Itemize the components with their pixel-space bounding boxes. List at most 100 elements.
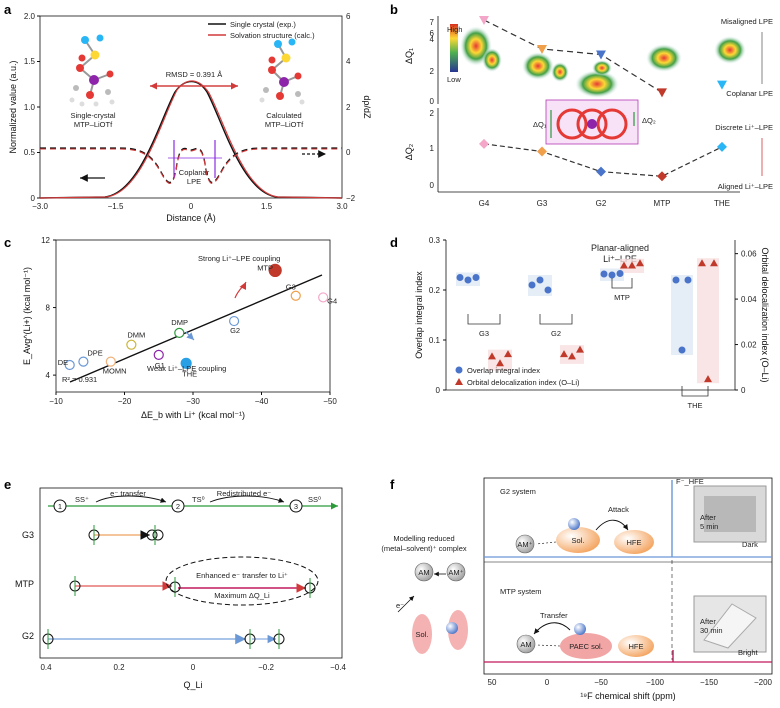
tick: 1.5: [24, 57, 36, 66]
x-tick-label: −10: [49, 397, 63, 406]
model-label-1: Modelling reduced: [393, 534, 454, 543]
tick: 50: [488, 678, 497, 687]
mtp-paec: PAEC sol.: [569, 642, 603, 651]
panel-d-yticks: 0 0.1 0.2 0.3 0 0.02 0.04 0.06: [429, 236, 757, 395]
group-bracket: [467, 314, 501, 325]
tick: −0.4: [330, 663, 346, 672]
point-MOMN: [105, 356, 116, 367]
row-g2: G2: [22, 631, 34, 641]
g2-hfe: HFE: [627, 538, 642, 547]
y-tick-label: 0.02: [741, 341, 757, 350]
overlap-point: [464, 276, 472, 284]
category-label: THE: [714, 199, 730, 208]
panel-a: a 0 0.5 1.0 1.5 2.0 −2 0 2 4 6 −3.0 −1.5…: [4, 2, 372, 223]
molecule-left: Single-crystal MTP–LiOTf: [69, 34, 116, 129]
group-label: G2: [551, 329, 561, 338]
y-tick-label: 0.04: [741, 295, 757, 304]
panel-c-ylabel: E_Avg^(Li+) (kcal mol⁻¹): [22, 267, 32, 365]
r2: R² = 0.931: [62, 375, 97, 384]
legend-calc: Solvation structure (calc.): [230, 31, 315, 40]
tick: −3.0: [32, 202, 48, 211]
panel-b-ylabel-bottom: ΔQ₂: [404, 143, 414, 160]
colorbar-high: High: [447, 25, 462, 34]
panel-b-categories: G4 G3 G2 MTP THE: [479, 199, 730, 208]
spectrum-frame: [483, 477, 773, 675]
category-label: G3: [537, 199, 548, 208]
tick: 4: [346, 57, 351, 66]
orbital-point: [636, 259, 644, 267]
group-bracket: [681, 386, 709, 397]
overlap-point: [684, 276, 692, 284]
series-dq1-line: [483, 19, 663, 93]
point-label: THE: [182, 369, 197, 378]
panel-a-ylabel-left: Normalized value (a.u.): [8, 60, 18, 153]
step-num-3: 3: [294, 502, 298, 511]
step-num-1: 1: [58, 502, 62, 511]
orbital-point: [568, 352, 576, 360]
step-e-transfer: e⁻ transfer: [110, 489, 146, 498]
group-bracket: [611, 278, 633, 289]
category-label: G2: [596, 199, 607, 208]
overlap-point: [528, 281, 536, 289]
inset-alignment: ΔQ₁ ΔQ₂: [533, 99, 656, 145]
panel-d-marks: G3 G2 MTP THE: [456, 258, 719, 410]
panel-d-title-1: Planar-aligned: [591, 243, 649, 253]
orbital-point: [488, 352, 496, 360]
point-label: DMP: [171, 318, 188, 327]
step-ss0: SS⁰: [308, 495, 321, 504]
tick: 0: [430, 181, 435, 190]
arc-redistribute: [209, 495, 285, 503]
density-maps: [460, 26, 746, 98]
curve-calc: [39, 80, 343, 199]
panel-a-label: a: [4, 2, 12, 17]
overlap-point: [472, 274, 480, 281]
g2-after-2: 5 min: [700, 522, 718, 531]
g2-sol: Sol.: [572, 536, 585, 545]
tick: 0: [189, 202, 194, 211]
tick: −0.2: [258, 663, 274, 672]
tick: 1.5: [261, 202, 273, 211]
mtp-state: Bright: [738, 648, 759, 657]
panel-c-xlabel: ΔE_b with Li⁺ (kcal mol⁻¹): [141, 410, 245, 420]
overlap-point: [600, 270, 608, 278]
group-label: THE: [688, 401, 703, 410]
tick: 0.5: [24, 148, 36, 157]
overlap-point: [608, 271, 616, 279]
panel-f-xlabel: ¹⁹F chemical shift (ppm): [580, 691, 675, 701]
panel-d-legend: Overlap integral index Orbital delocaliz…: [455, 366, 580, 387]
row-mtp: MTP: [15, 579, 34, 589]
category-label: G4: [479, 199, 490, 208]
point-G4: [318, 292, 329, 303]
panel-e-label: e: [4, 477, 11, 492]
tick: −200: [754, 678, 773, 687]
y-tick-label: 0: [741, 386, 746, 395]
point-label: DMM: [127, 331, 145, 340]
label-aligned: Aligned Li⁺–LPE: [718, 182, 773, 191]
colorbar: [450, 24, 458, 72]
arc-transfer: [95, 495, 167, 503]
tick: 1.0: [24, 103, 36, 112]
model-e-minus: e⁻: [396, 601, 404, 610]
strong-coupling: Strong Li⁺–LPE coupling: [198, 254, 280, 263]
dq1-point: [657, 88, 667, 98]
mtp-hfe: HFE: [629, 642, 644, 651]
panel-d: d 0 0.1 0.2 0.3 0 0.02 0.04 0.06 Overlap integr…: [390, 235, 770, 410]
point-label: G4: [327, 296, 337, 305]
category-label: MTP: [654, 199, 671, 208]
point-label: G2: [230, 326, 240, 335]
panel-f: f Modelling reduced (metal–solvent)⁺ com…: [381, 477, 772, 701]
row-g3: G3: [22, 530, 34, 540]
ellipse-label-1: Enhanced e⁻ transfer to Li⁺: [196, 571, 288, 580]
legend-exp: Single crystal (exp.): [230, 20, 296, 29]
mol-right-label-2: MTP–LiOTf: [265, 120, 304, 129]
panel-d-ylabel-left: Overlap integral index: [414, 271, 424, 359]
dq1-point: [537, 44, 547, 54]
tick: 0: [430, 97, 435, 106]
point-label: G1: [155, 361, 165, 370]
panel-d-ylabel-right: Orbital delocalization index (O–Li): [760, 247, 770, 382]
peak-label: F⁻_HFE: [676, 477, 704, 486]
point-DMM: [126, 339, 137, 350]
panel-c-yticks: 4 8 12: [41, 236, 56, 380]
